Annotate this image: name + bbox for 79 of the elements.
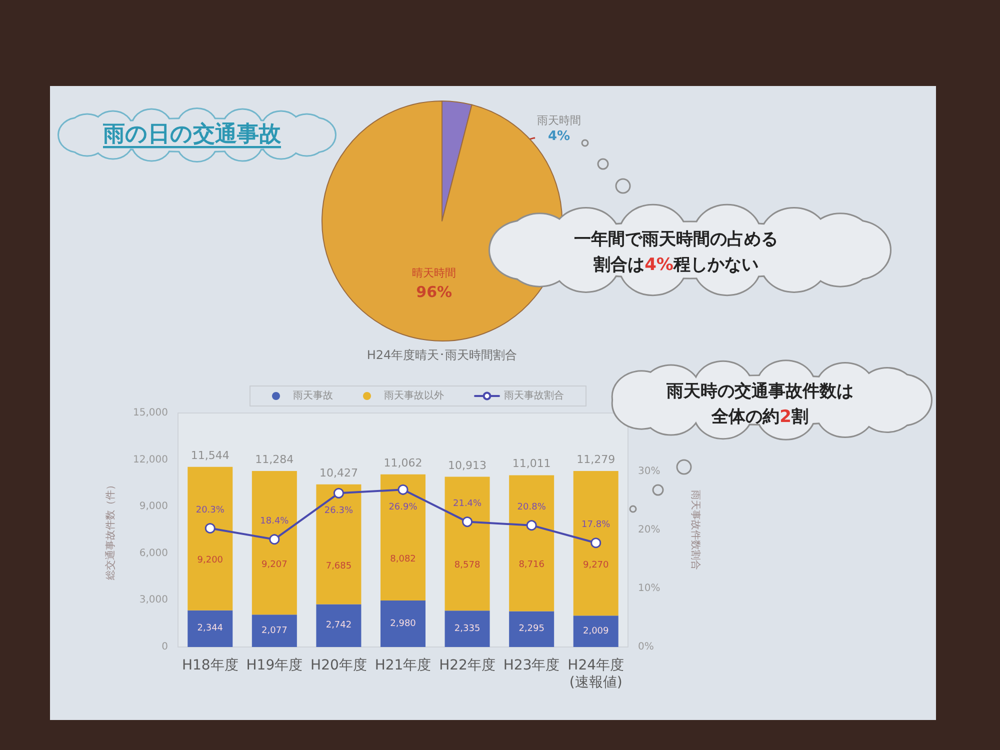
point (590, 538, 602, 548)
data-label: 26.3% (324, 506, 354, 516)
bar (316, 484, 362, 604)
point (204, 522, 216, 534)
data-label: 9,270 (582, 560, 610, 570)
bar (188, 466, 233, 610)
total-label: 11,062 (384, 456, 422, 470)
text: 雨天時の交通事故件数は全体の約2割 (666, 381, 854, 427)
slice-label: 雨天時間 (537, 114, 582, 127)
data-label: 2,077 (262, 626, 288, 636)
y-tick-label: 9,000 (139, 501, 168, 512)
y-tick-label: 15,000 (133, 408, 168, 418)
bar (444, 610, 490, 647)
data-label: 2,344 (197, 624, 224, 634)
total-label: 11,544 (190, 448, 230, 462)
point (398, 484, 408, 495)
legend-label: 雨天事故 (293, 390, 333, 402)
x-tick-label: H18年度 (182, 658, 238, 674)
data-label: 96% (416, 283, 452, 302)
y2-axis-title: 雨天事故件数割合 (690, 490, 702, 570)
bar (316, 604, 362, 647)
y2-tick-label: 20% (638, 524, 660, 536)
data-label: 2,980 (390, 618, 416, 629)
x-tick-label: H21年度 (374, 658, 432, 674)
text: H24年度晴天･雨天時間割合 (366, 348, 518, 362)
bar (444, 476, 490, 611)
data-label: 2,335 (454, 624, 480, 634)
total-label: 11,284 (255, 452, 294, 466)
data-label: 20.8% (517, 502, 546, 513)
data-label: 4% (548, 128, 570, 144)
total-label: 11,279 (576, 453, 616, 466)
y2-tick-label: 0% (638, 642, 654, 652)
y2-tick-label: 30% (638, 466, 660, 477)
total-label: 11,011 (512, 457, 551, 470)
data-label: 7,685 (326, 561, 352, 572)
x-tick-label: H24年度 (速報値) (568, 658, 624, 690)
bar (509, 475, 554, 612)
x-tick-label: H23年度 (503, 658, 560, 674)
bar (380, 474, 426, 601)
data-label: 17.8% (582, 520, 611, 530)
y-axis-title: 総交通事故件数（件） (104, 480, 116, 581)
y2-tick-label: 10% (638, 583, 660, 594)
legend-label: 雨天事故以外 (384, 390, 444, 402)
text: 雨の日の交通事故 (102, 120, 282, 146)
data-label: 20.3% (196, 505, 225, 516)
bar (573, 616, 618, 647)
y-tick-label: 0 (162, 642, 168, 652)
bar (188, 610, 233, 647)
point (526, 520, 537, 531)
slice-label: 晴天時間 (412, 266, 456, 280)
legend-label: 雨天事故割合 (504, 390, 564, 402)
point (333, 488, 344, 498)
data-label: 2,742 (326, 620, 352, 631)
data-label: 21.4% (452, 499, 482, 510)
bar (380, 600, 426, 647)
x-tick-label: H22年度 (439, 658, 496, 674)
data-label: 26.9% (388, 502, 418, 512)
data-label: 8,716 (518, 560, 545, 570)
bar (252, 470, 297, 615)
bar (573, 471, 618, 616)
point (269, 534, 280, 545)
bar (509, 611, 554, 647)
point (462, 516, 473, 528)
x-tick-label: H20年度 (310, 658, 367, 674)
y-tick-label: 6,000 (139, 548, 168, 559)
data-label: 8,578 (454, 560, 480, 571)
data-label: 18.4% (260, 516, 290, 527)
y-tick-label: 3,000 (139, 594, 168, 606)
total-label: 10,913 (448, 458, 487, 472)
data-label: 9,207 (262, 560, 288, 570)
data-label: 2,009 (582, 626, 610, 636)
bar (252, 614, 297, 647)
data-label: 8,082 (390, 554, 416, 564)
data-label: 9,200 (197, 556, 224, 566)
y-tick-label: 12,000 (133, 454, 168, 466)
total-label: 10,427 (319, 466, 358, 480)
text: 一年間で雨天時間の占める割合は4%程しかない (574, 229, 778, 275)
x-tick-label: H19年度 (246, 658, 303, 674)
data-label: 2,295 (518, 624, 544, 634)
